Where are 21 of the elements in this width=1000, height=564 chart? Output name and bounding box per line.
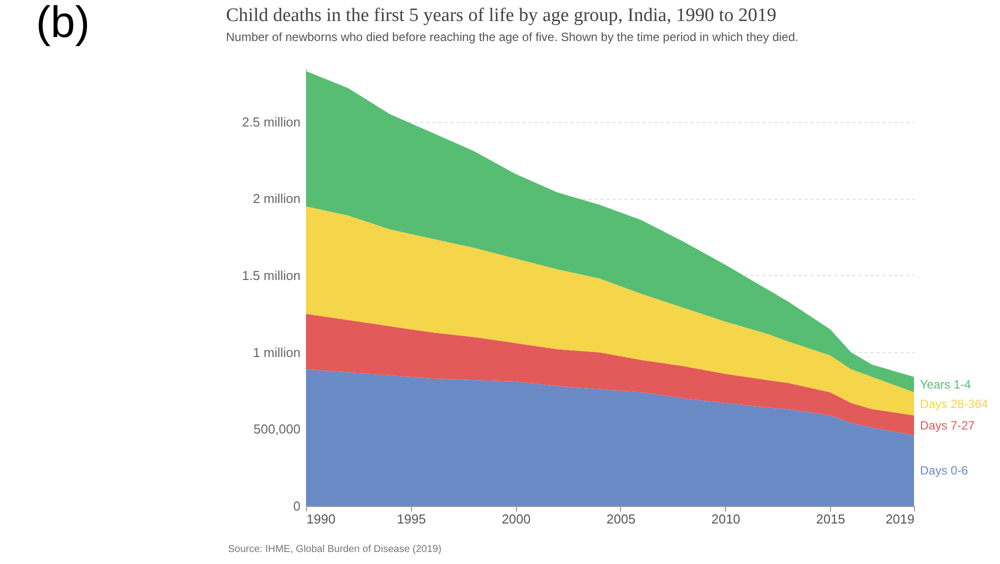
series-label: Days 28-364 (920, 396, 988, 411)
source-note: Source: IHME, Global Burden of Disease (2019) (228, 544, 442, 555)
x-tick-label: 2010 (711, 512, 740, 526)
x-tick-label: 2019 (886, 512, 914, 526)
chart-subtitle: Number of newborns who died before reaching the age of five. Shown by the time period in which they died. (226, 30, 798, 44)
series-label: Days 0-6 (920, 464, 968, 478)
x-tick-label: 1990 (306, 512, 336, 526)
x-tick-label: 2000 (502, 512, 531, 526)
y-tick-label: 0 (293, 498, 300, 514)
series-label: Days 7-27 (920, 418, 976, 432)
y-tick-label: 2.5 million (242, 114, 300, 130)
x-tick-label: 1995 (396, 512, 426, 526)
series-label: Years 1-4 (920, 378, 972, 392)
x-tick-label: 2005 (606, 512, 636, 526)
y-tick-label: 1.5 million (242, 268, 300, 283)
y-tick-label: 500,000 (254, 422, 300, 437)
y-tick-label: 2 million (252, 191, 300, 206)
chart-title: Child deaths in the first 5 years of life by age group, India, 1990 to 2019 (226, 5, 776, 26)
y-tick-label: 1 million (252, 344, 300, 360)
x-tick-label: 2015 (816, 512, 846, 526)
text: (b) (36, 0, 90, 47)
